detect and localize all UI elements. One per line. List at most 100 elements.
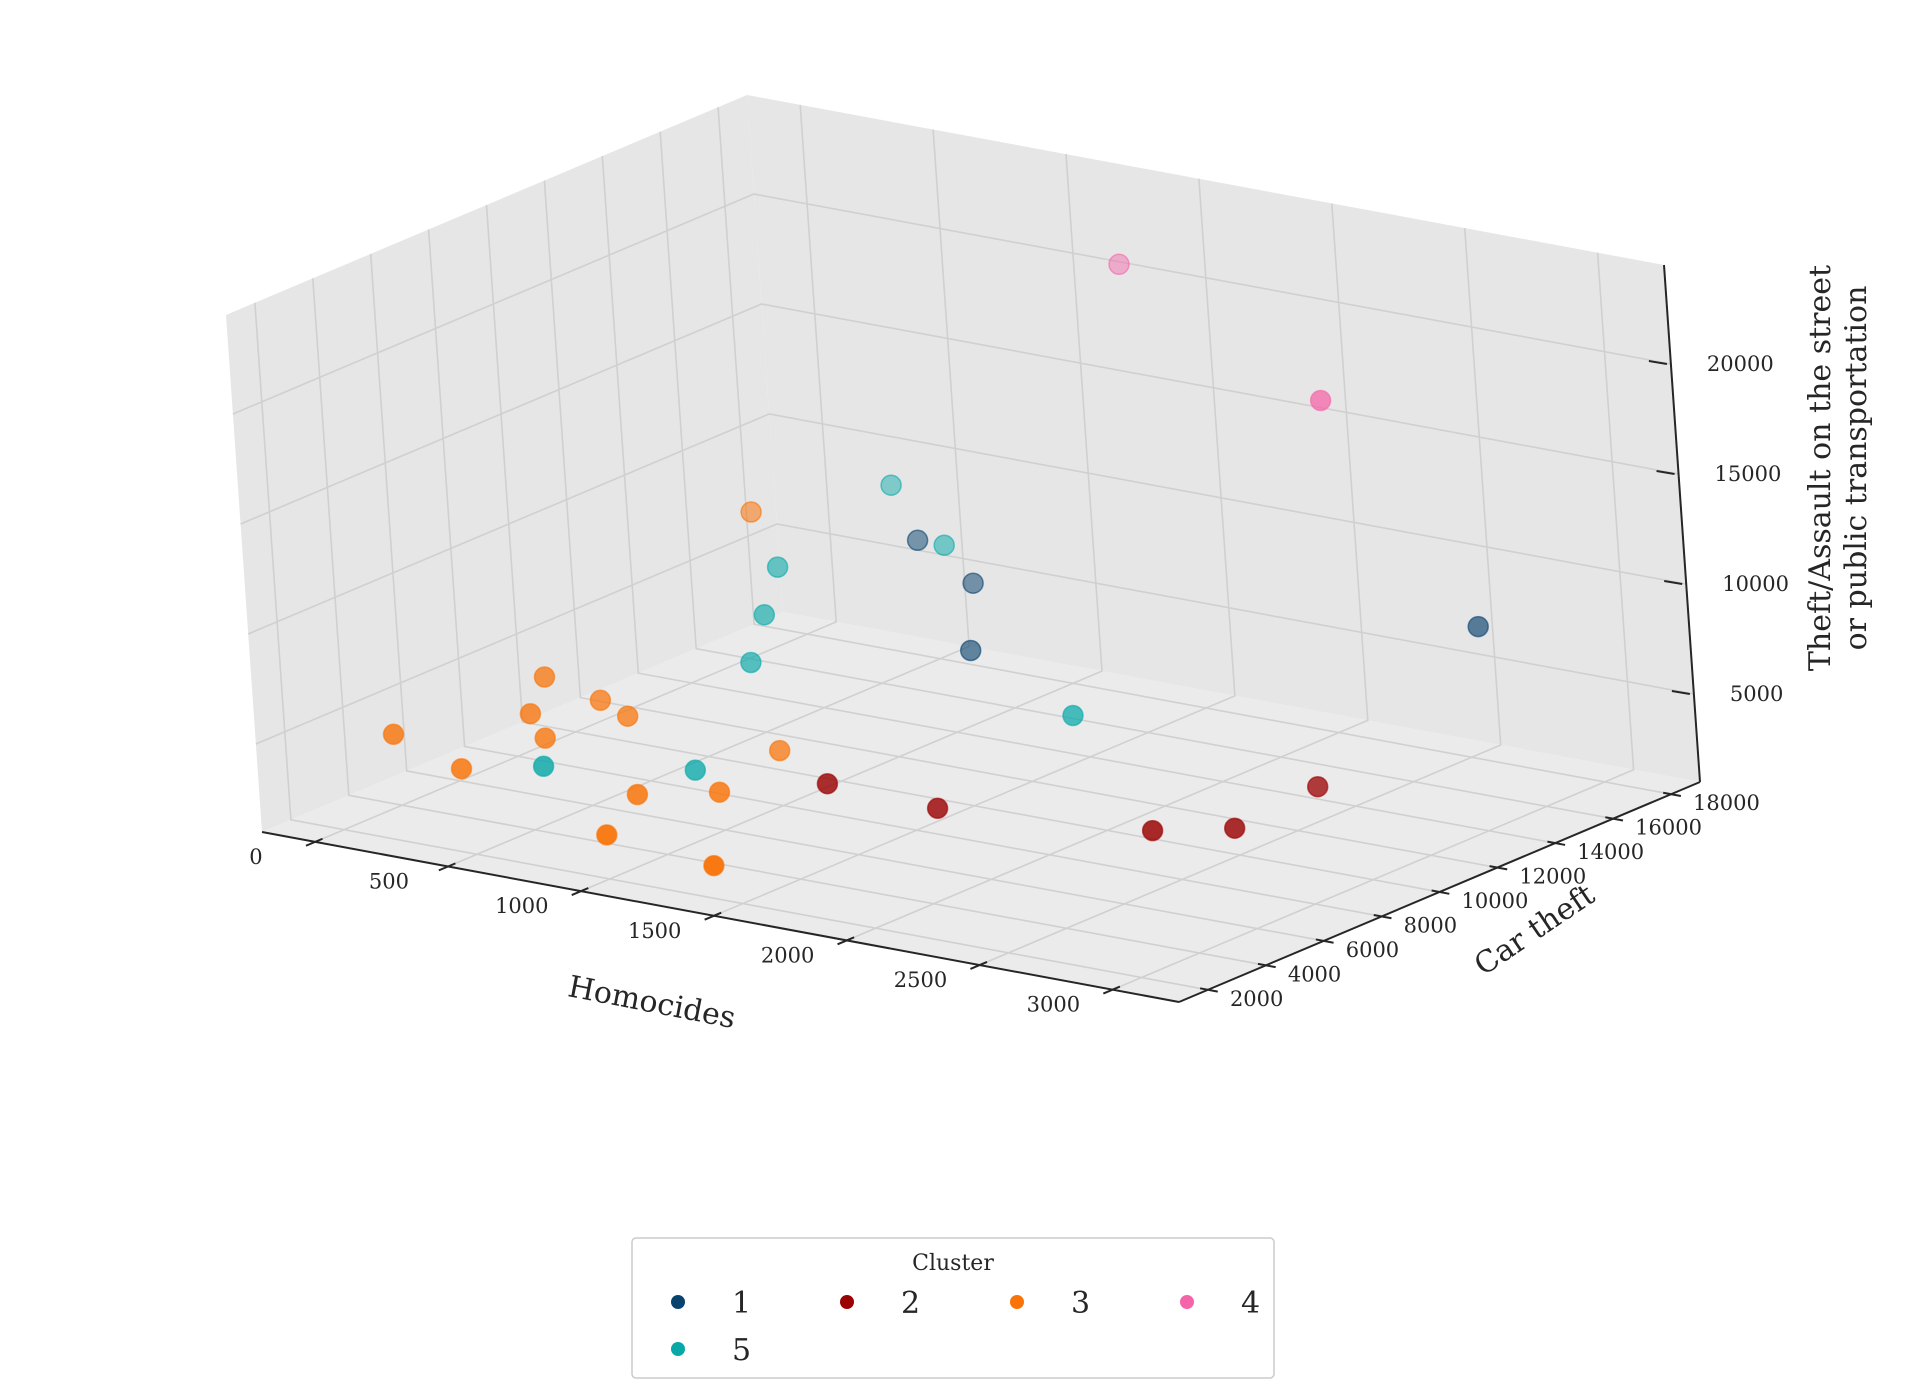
cluster-2-point [926, 797, 949, 820]
y-tick-label: 8000 [1404, 913, 1457, 937]
y-tick [1257, 962, 1276, 969]
cluster-5-point [1062, 704, 1084, 727]
z-tick-label: 20000 [1707, 352, 1774, 376]
cluster-1-point [1467, 615, 1489, 638]
x-gridline [713, 178, 1236, 917]
cluster-3-point [519, 702, 542, 725]
x-tick [837, 936, 855, 946]
legend-entries: 1 2 3 4 5 [671, 1286, 1260, 1368]
y-gridline [717, 107, 1672, 795]
y-gridline [485, 204, 1440, 893]
z-axis-line [1663, 264, 1701, 783]
cluster-1-point [959, 639, 982, 662]
legend-label-cluster-2: 2 [901, 1286, 920, 1321]
x-tick-label: 500 [369, 869, 409, 893]
cluster-2-point [1141, 819, 1164, 842]
x-gridline [314, 104, 838, 843]
legend-marker-cluster-3 [1010, 1295, 1024, 1309]
y-gridline [601, 156, 1556, 844]
cluster-1-point [962, 572, 984, 594]
legend-marker-cluster-1 [671, 1295, 685, 1309]
y-tick [1489, 865, 1508, 871]
cluster-5-point [684, 759, 707, 781]
z-axis-label-line-2: or public transportation [1839, 286, 1874, 651]
cluster-3-point [589, 689, 612, 712]
y-tick [1431, 889, 1450, 895]
x-tick [970, 961, 988, 970]
legend-frame [631, 1237, 1275, 1379]
y-tick-label: 14000 [1577, 840, 1644, 864]
legend-label-cluster-5: 5 [732, 1333, 751, 1368]
y-gridline [254, 302, 1209, 991]
z-tick [1648, 360, 1668, 365]
y-tick [1605, 816, 1624, 822]
y-gridline [659, 131, 1614, 820]
data-points [382, 253, 1489, 877]
x-tick [704, 911, 722, 921]
cluster-2-point [1223, 817, 1246, 839]
x-tick-label: 3000 [1027, 993, 1080, 1017]
y-gridline [543, 180, 1498, 869]
legend-marker-cluster-5 [671, 1342, 685, 1356]
cluster-3-point [768, 739, 791, 762]
legend: Cluster 1 2 3 4 5 [631, 1237, 1275, 1379]
cluster-3-point [596, 824, 618, 846]
y-gridline [427, 229, 1382, 918]
z-gridline [255, 523, 1695, 745]
z-tick [1664, 580, 1683, 585]
cluster-3-point [740, 501, 762, 523]
x-axis-label: Homocides [565, 969, 738, 1036]
y-tick [1199, 987, 1218, 993]
cluster-2-point [816, 772, 839, 795]
z-tick [1656, 470, 1675, 475]
x-gridline [1112, 252, 1635, 991]
cluster-5-point [933, 534, 955, 556]
y-tick [1547, 840, 1566, 846]
y-tick-label: 4000 [1288, 962, 1341, 986]
cluster-3-point [703, 854, 725, 877]
y-tick-label: 12000 [1519, 865, 1586, 889]
x-tick [571, 887, 589, 896]
y-tick-label: 10000 [1462, 889, 1529, 913]
y-tick [1315, 938, 1334, 944]
cluster-4-point [1108, 253, 1130, 276]
cluster-3-point [450, 757, 473, 780]
cluster-5-point [740, 651, 762, 674]
back-wall-pane [747, 95, 1700, 782]
cluster-5-point [880, 474, 902, 496]
legend-label-cluster-4: 4 [1241, 1286, 1260, 1321]
legend-marker-cluster-2 [840, 1295, 854, 1309]
x-gridline [979, 227, 1502, 966]
z-tick-label: 15000 [1715, 462, 1782, 486]
x-tick-label: 2500 [894, 968, 947, 992]
x-tick [1102, 985, 1121, 995]
z-tick-label: 5000 [1730, 682, 1783, 706]
cluster-5-point [532, 755, 555, 778]
x-tick [438, 862, 456, 872]
cluster-3-point [382, 723, 405, 746]
cluster-5-point [766, 556, 789, 578]
z-tick [1671, 690, 1691, 695]
x-gridline [580, 154, 1103, 892]
cluster-1-point [906, 529, 929, 552]
x-tick [305, 837, 323, 847]
z-gridline [232, 193, 1672, 415]
legend-label-cluster-1: 1 [732, 1286, 751, 1321]
x-tick-label: 2000 [761, 943, 814, 967]
y-tick-label: 16000 [1635, 816, 1702, 840]
y-tick-label: 2000 [1230, 987, 1283, 1011]
x-gridline [846, 203, 1369, 942]
cluster-3-point [708, 781, 731, 803]
x-tick-label: 1500 [628, 919, 681, 943]
z-axis-label-line-1: Theft/Assault on the street [1803, 265, 1838, 671]
cluster-3-point [616, 705, 639, 727]
y-gridline [369, 253, 1324, 942]
y-tick [1663, 791, 1682, 798]
y-tick [1373, 914, 1392, 920]
legend-marker-cluster-4 [1180, 1295, 1194, 1309]
y-tick-label: 18000 [1693, 791, 1760, 815]
cluster-5-point [753, 604, 776, 626]
